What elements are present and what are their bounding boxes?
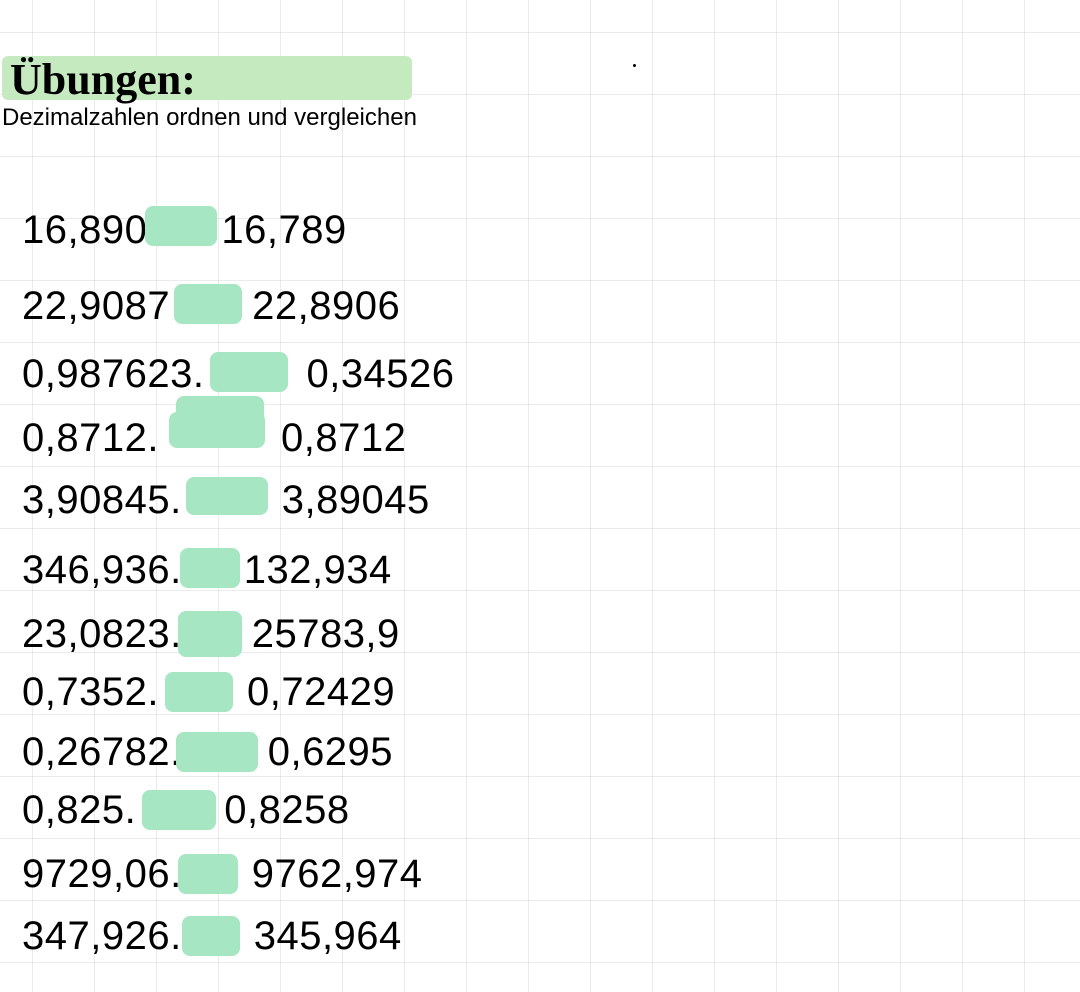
comparison-blank[interactable]	[180, 548, 240, 588]
exercise-row: 0,8712. 0,8712	[22, 414, 406, 461]
worksheet-page: Übungen: Dezimalzahlen ordnen und vergle…	[0, 0, 1080, 992]
right-number: 0,8712	[281, 416, 406, 461]
exercise-row: 0,987623. 0,34526	[22, 350, 455, 397]
left-number: 0,7352.	[22, 670, 159, 715]
comparison-blank[interactable]	[176, 732, 258, 772]
comparison-blank[interactable]	[174, 284, 242, 324]
comparison-blank[interactable]	[165, 672, 233, 712]
page-subtitle: Dezimalzahlen ordnen und vergleichen	[2, 104, 417, 132]
left-number: 0,26782.	[22, 730, 182, 775]
exercise-row: 0,7352. 0,72429	[22, 668, 395, 715]
comparison-blank[interactable]	[210, 352, 288, 392]
stray-dot	[633, 64, 636, 67]
exercise-row: 347,926. 345,964	[22, 912, 402, 959]
left-number: 23,0823.	[22, 612, 182, 657]
exercise-row: 23,0823. 25783,9	[22, 610, 400, 657]
right-number: 345,964	[254, 914, 402, 959]
left-number: 9729,06.	[22, 852, 182, 897]
right-number: 22,8906	[252, 284, 400, 329]
exercise-row: 9729,06. 9762,974	[22, 850, 423, 897]
comparison-blank[interactable]	[145, 206, 217, 246]
left-number: 16,890	[22, 208, 147, 253]
left-number: 0,987623.	[22, 352, 204, 397]
page-title: Übungen:	[10, 54, 196, 105]
right-number: 3,89045	[282, 478, 430, 523]
right-number: 132,934	[244, 548, 392, 593]
left-number: 346,936.	[22, 548, 182, 593]
comparison-blank[interactable]	[186, 477, 268, 515]
exercise-row: 16,890 16,789	[22, 206, 347, 253]
right-number: 16,789	[221, 208, 346, 253]
comparison-blank[interactable]	[142, 790, 216, 830]
right-number: 9762,974	[252, 852, 423, 897]
right-number: 0,6295	[268, 730, 393, 775]
left-number: 347,926.	[22, 914, 182, 959]
right-number: 25783,9	[252, 612, 400, 657]
left-number: 3,90845.	[22, 478, 182, 523]
left-number: 0,825.	[22, 788, 136, 833]
exercise-row: 0,825. 0,8258	[22, 786, 350, 833]
comparison-blank[interactable]	[178, 854, 238, 894]
exercise-row: 3,90845. 3,89045	[22, 476, 430, 523]
right-number: 0,34526	[306, 352, 454, 397]
exercise-row: 22,9087 22,8906	[22, 282, 400, 329]
right-number: 0,72429	[247, 670, 395, 715]
left-number: 0,8712.	[22, 416, 159, 461]
comparison-blank[interactable]	[182, 916, 240, 956]
right-number: 0,8258	[224, 788, 349, 833]
left-number: 22,9087	[22, 284, 170, 329]
exercise-row: 346,936. 132,934	[22, 546, 392, 593]
exercise-row: 0,26782. 0,6295	[22, 728, 393, 775]
comparison-blank[interactable]	[169, 412, 265, 448]
comparison-blank[interactable]	[178, 611, 242, 657]
